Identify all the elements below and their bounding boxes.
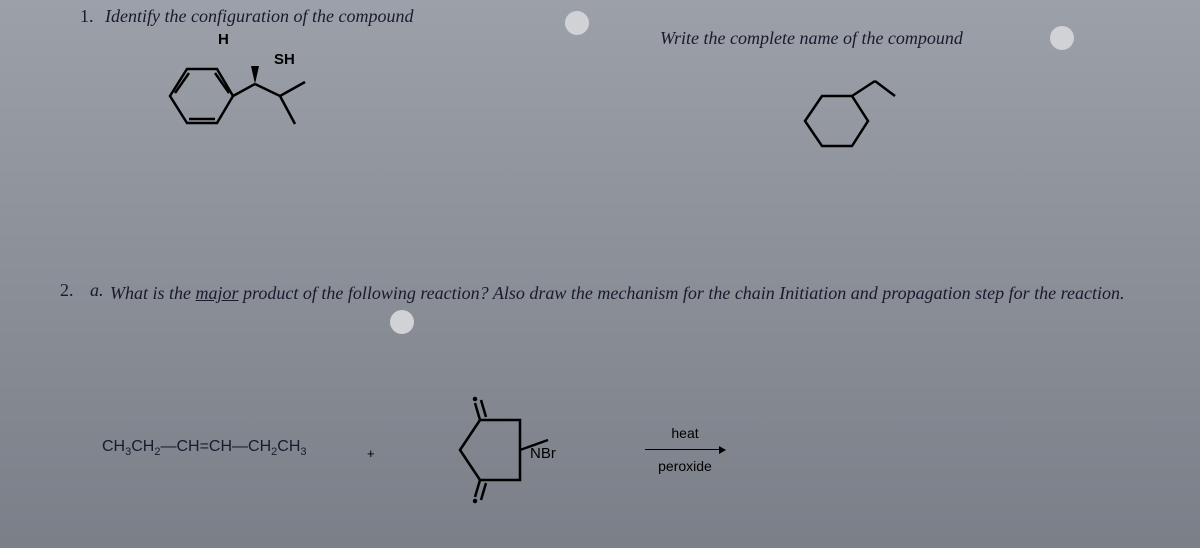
f-p1: CH <box>102 438 125 455</box>
f-d1: — <box>160 438 176 455</box>
q2-prompt: What is the major product of the followi… <box>110 280 1190 307</box>
label-nbr: NBr <box>530 445 556 462</box>
chem-structure-2 <box>760 66 900 166</box>
f-s6: 3 <box>300 446 306 458</box>
f-p3: CH <box>176 438 199 455</box>
q2-prompt-pre: What is the <box>110 283 196 303</box>
f-d2: — <box>232 438 248 455</box>
chem-structure-1 <box>155 34 345 144</box>
arrow-line-icon <box>645 449 725 450</box>
q2-letter: a. <box>90 280 104 301</box>
q1-prompt-right: Write the complete name of the compound <box>660 28 963 49</box>
q2-number: 2. <box>60 280 74 301</box>
q1-number: 1. <box>80 6 94 27</box>
plus-sign: + <box>367 446 375 461</box>
f-p6: CH <box>277 438 300 455</box>
label-heat: heat <box>615 425 755 441</box>
f-p5: CH <box>248 438 271 455</box>
q1-prompt-left: Identify the configuration of the compou… <box>105 6 413 27</box>
q2-prompt-underline: major <box>196 283 239 303</box>
q2-prompt-post: product of the following reaction? Also … <box>239 283 1125 303</box>
reactant-formula: CH3CH2—CH=CH—CH2CH3 <box>102 438 307 458</box>
blank-dot-icon <box>565 11 589 35</box>
blank-dot-icon <box>390 310 414 334</box>
f-dbl: = <box>200 438 209 455</box>
reaction-arrow: heat peroxide <box>615 425 755 474</box>
f-p2: CH <box>131 438 154 455</box>
f-p4: CH <box>209 438 232 455</box>
nbs-structure <box>430 385 590 515</box>
label-peroxide: peroxide <box>615 458 755 474</box>
blank-dot-icon <box>1050 26 1074 50</box>
